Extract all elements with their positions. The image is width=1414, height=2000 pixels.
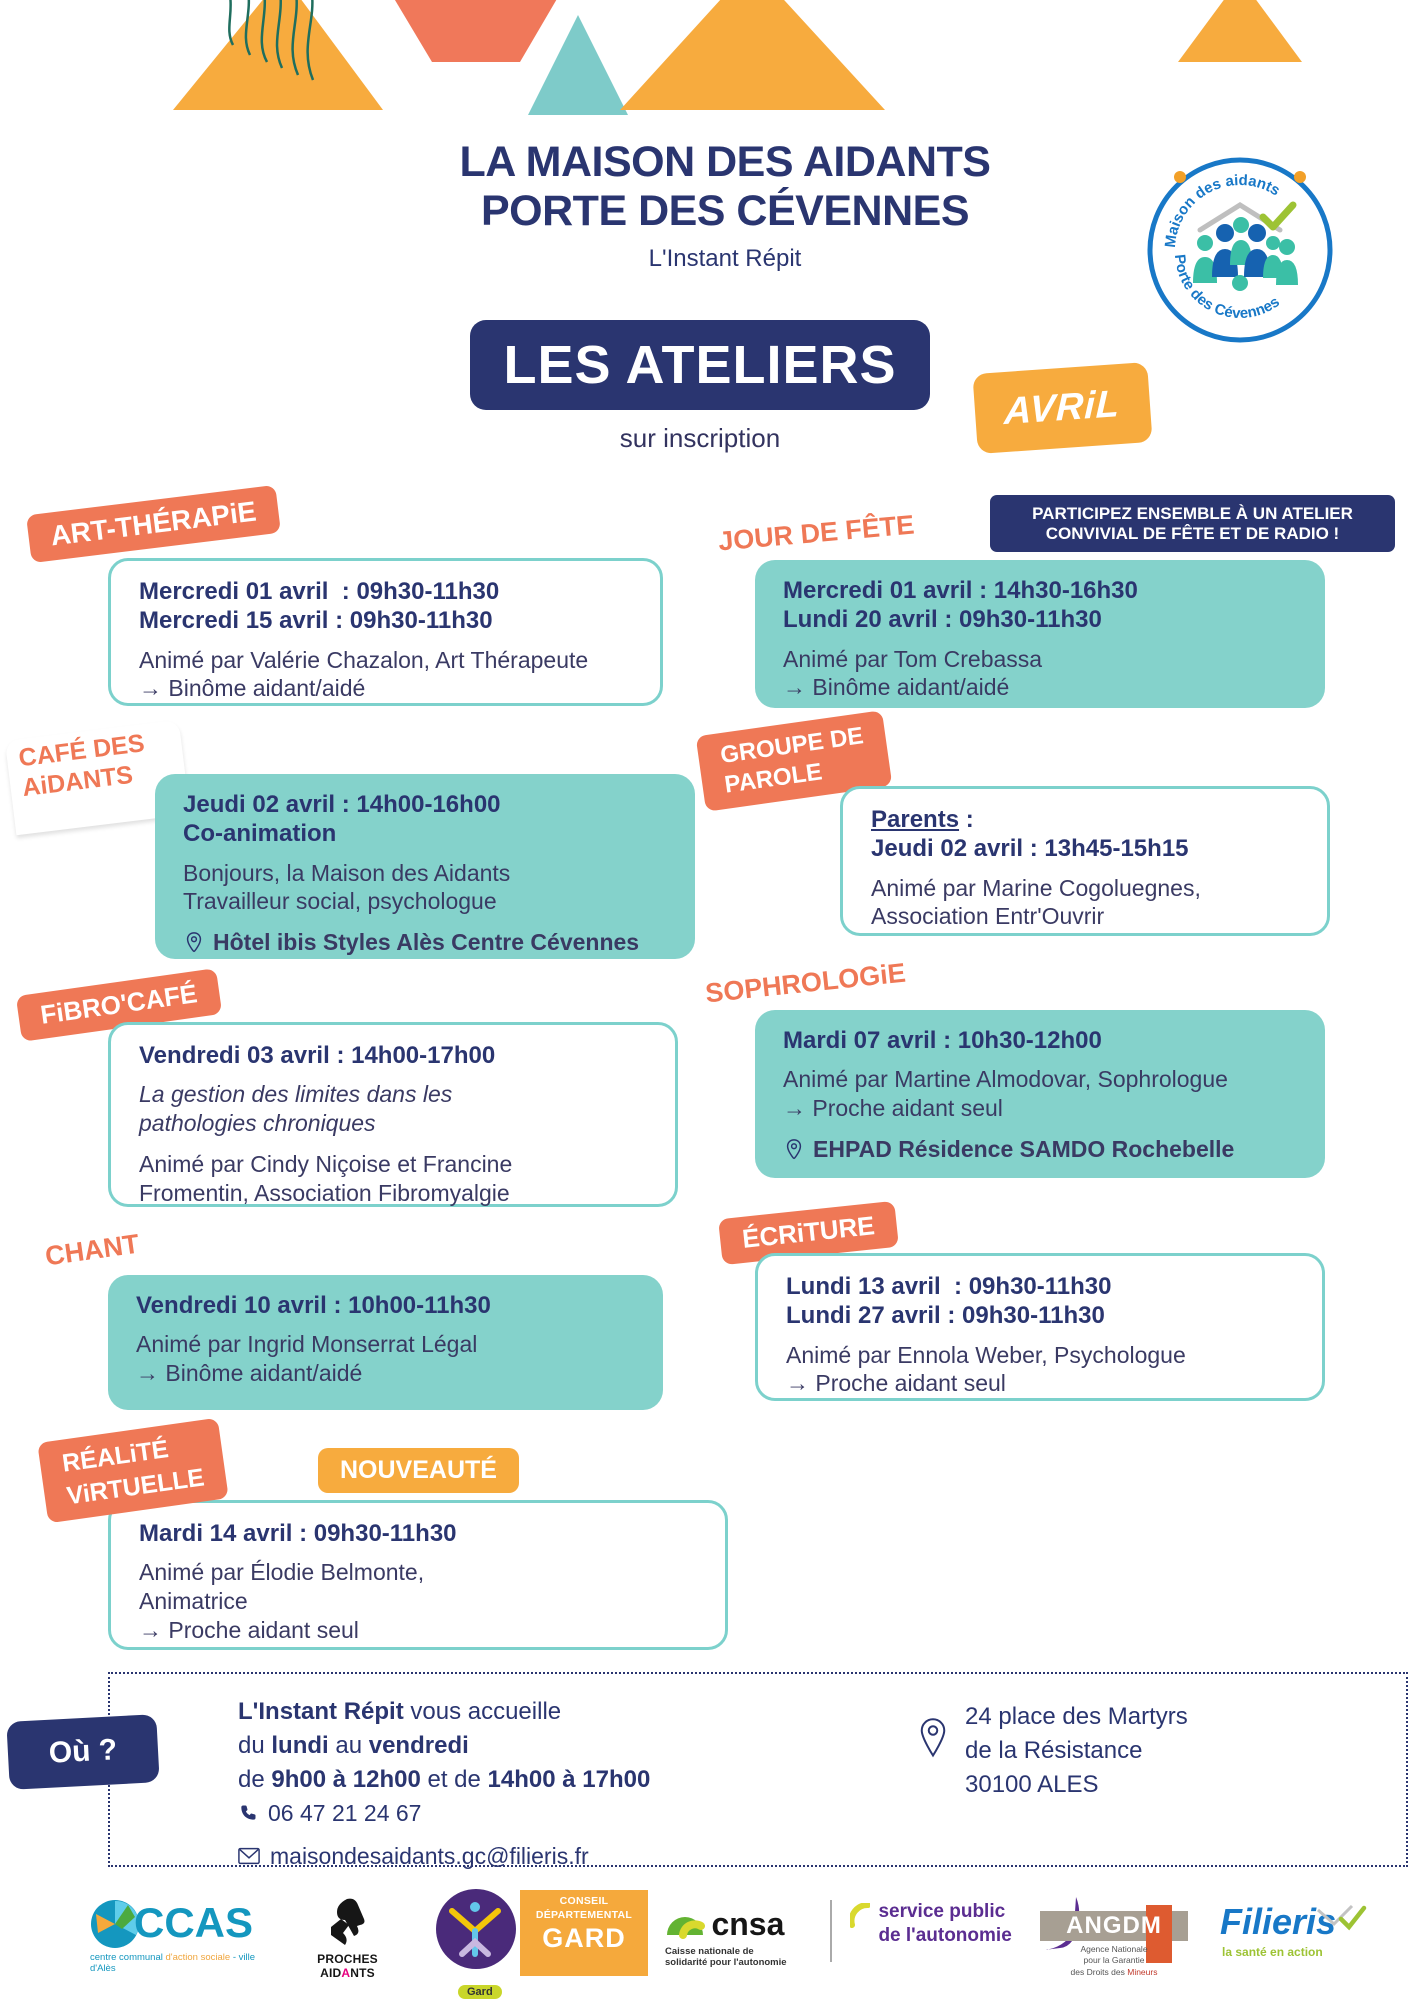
svg-text:CCAS: CCAS — [134, 1899, 253, 1946]
svg-text:Filieris: Filieris — [1220, 1901, 1336, 1942]
